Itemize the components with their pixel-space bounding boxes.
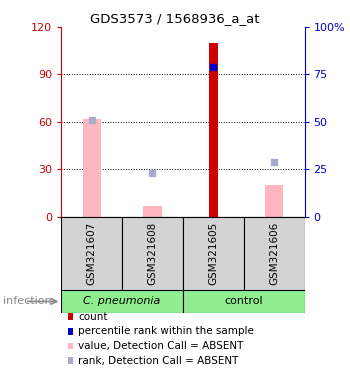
- Text: GSM321607: GSM321607: [87, 222, 97, 285]
- Text: GSM321606: GSM321606: [269, 222, 279, 285]
- Text: value, Detection Call = ABSENT: value, Detection Call = ABSENT: [78, 341, 243, 351]
- Bar: [61, 290, 183, 313]
- Bar: [83, 119, 101, 217]
- Text: C. pneumonia: C. pneumonia: [83, 296, 161, 306]
- Text: control: control: [224, 296, 263, 306]
- Text: rank, Detection Call = ABSENT: rank, Detection Call = ABSENT: [78, 356, 238, 366]
- Bar: [244, 217, 304, 290]
- Text: GDS3573 / 1568936_a_at: GDS3573 / 1568936_a_at: [90, 12, 260, 25]
- Bar: [144, 206, 162, 217]
- Text: infection: infection: [4, 296, 52, 306]
- Text: count: count: [78, 312, 107, 322]
- Bar: [61, 217, 122, 290]
- Bar: [183, 217, 244, 290]
- Bar: [183, 290, 304, 313]
- Text: GSM321605: GSM321605: [208, 222, 218, 285]
- Bar: [265, 185, 283, 217]
- Text: GSM321608: GSM321608: [147, 222, 158, 285]
- Bar: [122, 217, 183, 290]
- Bar: [209, 43, 218, 217]
- Text: percentile rank within the sample: percentile rank within the sample: [78, 326, 254, 336]
